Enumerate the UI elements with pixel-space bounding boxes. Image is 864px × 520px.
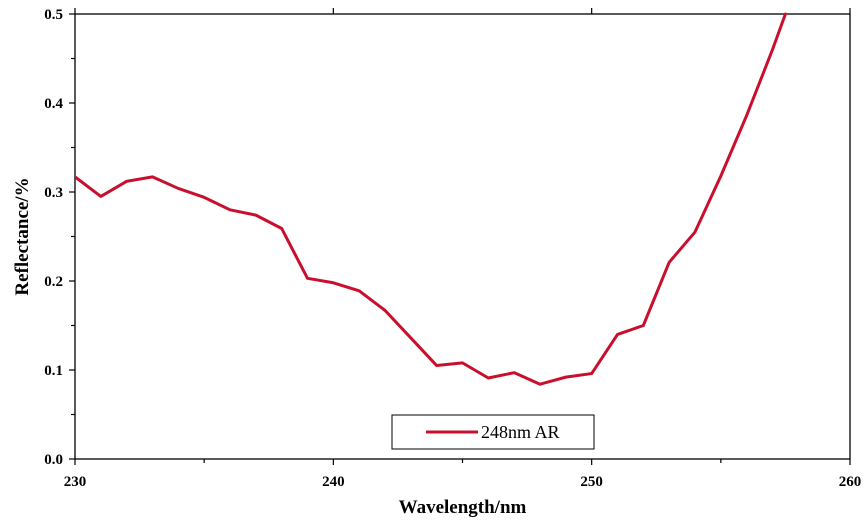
y-axis-title: Reflectance/% [12,177,33,295]
legend: 248nm AR [391,414,595,450]
y-tick-label: 0.5 [44,7,63,23]
x-tick-label: 230 [64,474,87,490]
y-tick-label: 0.1 [44,363,63,379]
x-tick-label: 240 [322,474,345,490]
y-axis-ticks: 0.0 0.1 0.2 0.3 0.4 0.5 [44,7,75,468]
x-axis-ticks: 230 240 250 260 [64,8,862,490]
series-line-248nm-ar [75,12,787,386]
x-axis-title: Wavelength/nm [399,497,527,518]
x-tick-label: 260 [839,474,862,490]
y-tick-label: 0.3 [44,185,63,201]
legend-box [391,414,595,450]
legend-label: 248nm AR [481,422,560,442]
y-tick-label: 0.4 [44,96,63,112]
series-layer [75,12,787,386]
y-tick-label: 0.2 [44,274,63,290]
plot-border [74,13,851,460]
plot-frame [74,13,851,460]
x-tick-label: 250 [580,474,603,490]
y-tick-label: 0.0 [44,452,63,468]
